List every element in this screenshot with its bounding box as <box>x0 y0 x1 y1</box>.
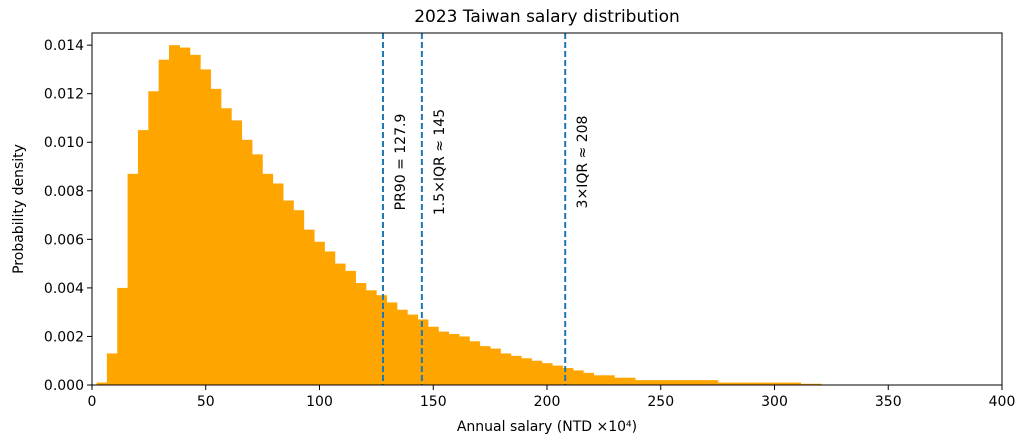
histogram-bar <box>448 334 460 385</box>
y-axis-label: Probability density <box>11 144 27 274</box>
x-tick-label: 350 <box>875 394 902 410</box>
y-tick-label: 0.006 <box>44 232 84 248</box>
histogram-bar <box>769 382 781 385</box>
reference-line-label: PR90 = 127.9 <box>393 114 409 211</box>
histogram-bar <box>438 331 450 385</box>
histogram-bar <box>241 139 253 385</box>
x-tick-label: 300 <box>761 394 788 410</box>
histogram-bar <box>500 353 512 385</box>
histogram-bar <box>324 251 336 385</box>
histogram-bar <box>717 382 729 385</box>
y-tick-label: 0.002 <box>44 329 84 345</box>
x-tick-label: 200 <box>534 394 561 410</box>
histogram-bar <box>603 375 615 385</box>
y-tick-label: 0.000 <box>44 378 84 394</box>
histogram-bar <box>169 45 180 385</box>
histogram-bar <box>262 173 274 385</box>
histogram-bar <box>624 377 636 385</box>
histogram-bar <box>665 380 677 385</box>
histogram-bar <box>96 382 108 385</box>
histogram-bar <box>531 360 543 385</box>
histogram-bar <box>748 382 760 385</box>
histogram-bar <box>541 363 553 385</box>
histogram-bar <box>696 380 708 385</box>
histogram-bar <box>458 336 470 385</box>
histogram-bar <box>614 377 626 385</box>
y-tick-label: 0.014 <box>44 38 84 54</box>
histogram-bar <box>727 382 739 385</box>
histogram-bar <box>293 210 305 385</box>
histogram-bar <box>707 380 719 385</box>
histogram-bar <box>200 69 212 385</box>
histogram-bar <box>427 326 439 385</box>
reference-lines: PR90 = 127.9 1.5×IQR ≈ 145 3×IQR ≈ 208 <box>381 33 591 385</box>
x-axis-ticks: 0 50 100 150 200 250 300 350 400 <box>88 385 1016 410</box>
x-tick-label: 250 <box>647 394 674 410</box>
histogram-bar <box>106 353 118 385</box>
x-tick-label: 50 <box>197 394 215 410</box>
histogram-bar <box>790 382 802 385</box>
histogram-bar <box>779 382 791 385</box>
histogram-bars <box>96 45 822 385</box>
histogram-bar <box>759 382 770 385</box>
histogram-bar <box>396 309 408 385</box>
histogram-bar <box>583 372 595 385</box>
x-tick-label: 0 <box>88 394 97 410</box>
histogram-bar <box>220 108 232 385</box>
histogram-bar <box>810 383 822 385</box>
histogram-bar <box>117 287 129 385</box>
x-tick-label: 400 <box>989 394 1016 410</box>
histogram-bar <box>479 346 491 385</box>
histogram-bar <box>552 365 563 385</box>
y-tick-label: 0.008 <box>44 184 84 200</box>
histogram-bar <box>676 380 688 385</box>
histogram-bar <box>489 348 501 385</box>
histogram-bar <box>655 380 667 385</box>
y-tick-label: 0.004 <box>44 281 84 297</box>
histogram-bar <box>303 229 315 385</box>
histogram-bar <box>376 295 387 385</box>
histogram-bar <box>738 382 750 385</box>
x-tick-label: 100 <box>306 394 333 410</box>
histogram-bar <box>210 88 222 385</box>
histogram-bar <box>510 355 522 385</box>
chart-title: 2023 Taiwan salary distribution <box>414 7 680 27</box>
histogram-bar <box>645 380 657 385</box>
histogram-bar <box>407 314 419 385</box>
histogram-bar <box>148 91 160 385</box>
reference-line-label: 1.5×IQR ≈ 145 <box>432 109 448 215</box>
histogram-bar <box>520 358 532 385</box>
histogram-bar <box>189 54 201 385</box>
histogram-bar <box>313 241 325 385</box>
reference-line-label: 3×IQR ≈ 208 <box>575 116 591 209</box>
histogram-bar <box>334 263 346 385</box>
histogram-bar <box>417 319 429 385</box>
histogram-bar <box>282 200 294 385</box>
histogram-bar <box>272 183 284 385</box>
histogram-bar <box>137 130 149 385</box>
histogram-bar <box>355 283 367 385</box>
histogram-bar <box>158 59 170 385</box>
histogram-bar <box>572 370 584 385</box>
y-tick-label: 0.012 <box>44 87 84 103</box>
histogram-bar <box>127 173 139 385</box>
histogram-bar <box>365 290 377 385</box>
histogram-bar <box>251 154 263 385</box>
y-tick-label: 0.010 <box>44 135 84 151</box>
x-tick-label: 150 <box>420 394 447 410</box>
y-axis-ticks: 0.000 0.002 0.004 0.006 0.008 0.010 0.012 0.014 <box>44 38 92 394</box>
x-axis-label: Annual salary (NTD ×10⁴) <box>457 419 637 435</box>
histogram-bar <box>231 120 243 385</box>
histogram-bar <box>179 47 191 385</box>
histogram-bar <box>344 270 356 385</box>
histogram-bar <box>386 302 398 385</box>
histogram-bar <box>634 380 646 385</box>
histogram-bar <box>562 368 574 385</box>
histogram-bar <box>593 375 605 385</box>
histogram-bar <box>469 341 481 385</box>
histogram-bar <box>800 383 812 385</box>
histogram-bar <box>686 380 698 385</box>
